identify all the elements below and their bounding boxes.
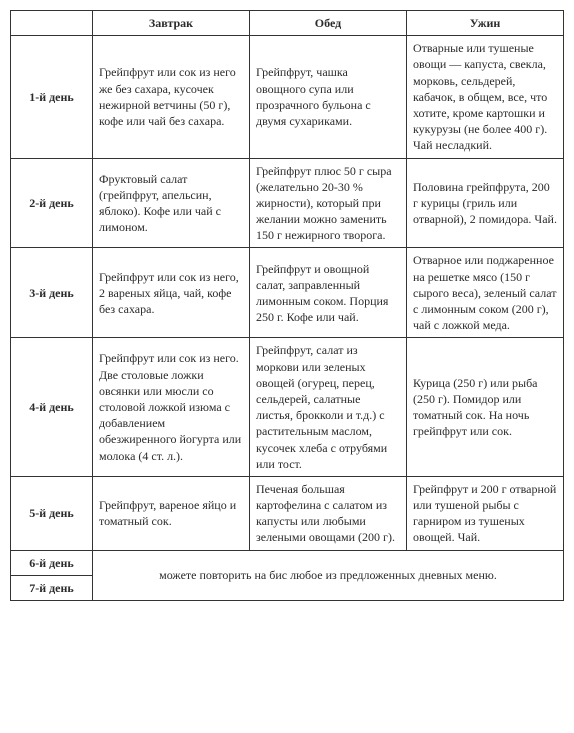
day-label: 1-й день [11, 36, 93, 158]
header-row: Завтрак Обед Ужин [11, 11, 564, 36]
cell-dinner: Грейпфрут и 200 г отварной или тушеной р… [407, 476, 564, 550]
table-row: 5-й день Грейпфрут, вареное яйцо и томат… [11, 476, 564, 550]
day-label: 4-й день [11, 338, 93, 477]
cell-dinner: Курица (250 г) или рыба (250 г). Помидор… [407, 338, 564, 477]
table-row: 1-й день Грейпфрут или сок из него же бе… [11, 36, 564, 158]
header-dinner: Ужин [407, 11, 564, 36]
day-label: 2-й день [11, 158, 93, 248]
day-label: 5-й день [11, 476, 93, 550]
table-row: 2-й день Фруктовый салат (грейпфрут, апе… [11, 158, 564, 248]
day-label: 6-й день [11, 550, 93, 575]
cell-lunch: Грейпфрут и овощной салат, заправленный … [250, 248, 407, 338]
header-lunch: Обед [250, 11, 407, 36]
cell-lunch: Грейпфрут, салат из моркови или зеленых … [250, 338, 407, 477]
cell-lunch: Грейпфрут, чашка овощного супа или прозр… [250, 36, 407, 158]
cell-breakfast: Грейпфрут или сок из него, 2 вареных яйц… [93, 248, 250, 338]
cell-breakfast: Грейпфрут или сок из него же без сахара,… [93, 36, 250, 158]
table-row: 3-й день Грейпфрут или сок из него, 2 ва… [11, 248, 564, 338]
day-label: 3-й день [11, 248, 93, 338]
cell-dinner: Отварные или тушеные овощи — капуста, св… [407, 36, 564, 158]
cell-breakfast: Фруктовый салат (грейпфрут, апельсин, яб… [93, 158, 250, 248]
header-blank [11, 11, 93, 36]
cell-dinner: Половина грейпфрута, 200 г курицы (гриль… [407, 158, 564, 248]
cell-breakfast: Грейпфрут, вареное яйцо и томатный сок. [93, 476, 250, 550]
cell-lunch: Грейпфрут плюс 50 г сыра (желательно 20-… [250, 158, 407, 248]
header-breakfast: Завтрак [93, 11, 250, 36]
repeat-text: можете повторить на бис любое из предлож… [93, 550, 564, 600]
cell-breakfast: Грейпфрут или сок из него. Две столовые … [93, 338, 250, 477]
table-row: 6-й день можете повторить на бис любое и… [11, 550, 564, 575]
cell-dinner: Отварное или поджаренное на решетке мясо… [407, 248, 564, 338]
diet-table: Завтрак Обед Ужин 1-й день Грейпфрут или… [10, 10, 564, 601]
table-row: 4-й день Грейпфрут или сок из него. Две … [11, 338, 564, 477]
cell-lunch: Печеная большая картофелина с салатом из… [250, 476, 407, 550]
day-label: 7-й день [11, 575, 93, 600]
